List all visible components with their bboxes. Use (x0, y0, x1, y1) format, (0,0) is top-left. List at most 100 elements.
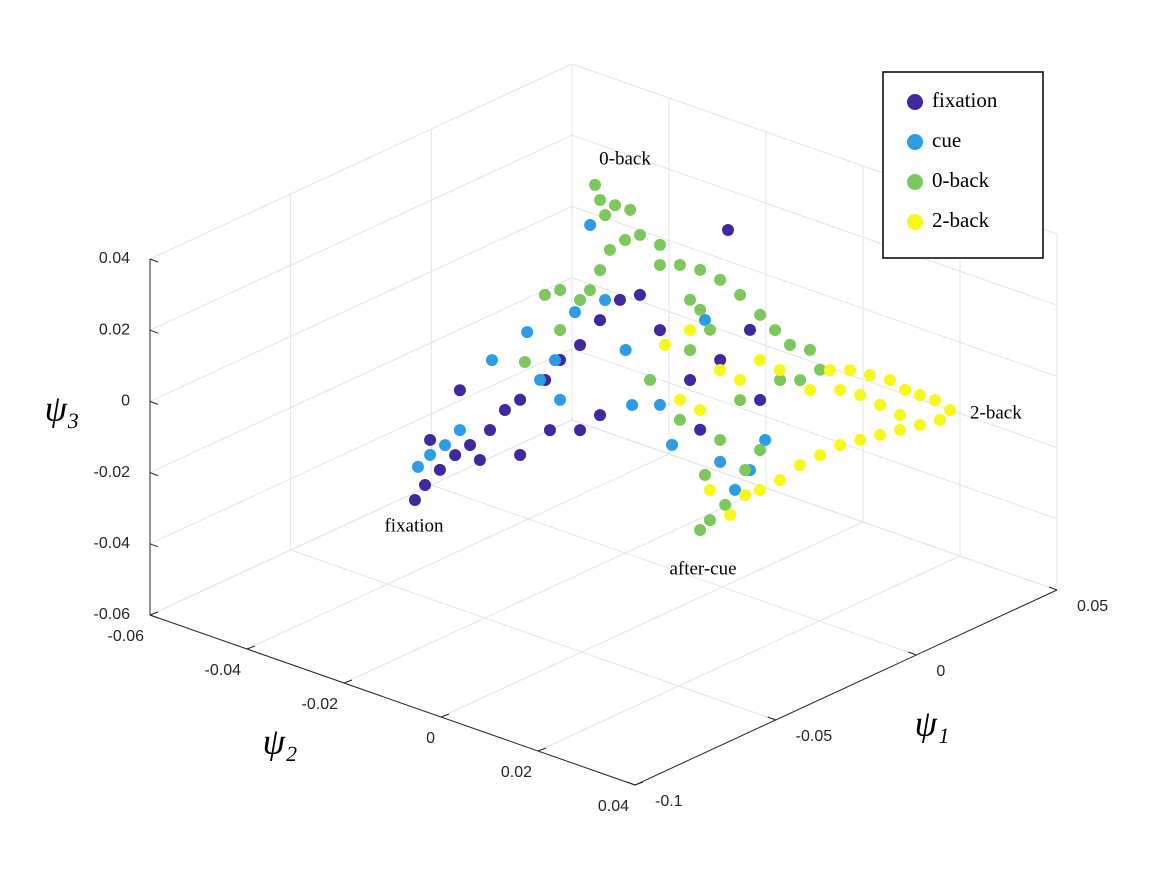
point (683, 324, 696, 337)
z-tick (149, 258, 159, 263)
grid (149, 63, 1058, 786)
point (734, 288, 747, 301)
point (473, 454, 486, 467)
point (944, 403, 957, 416)
annotation: 0-back (599, 148, 651, 169)
point (583, 284, 596, 297)
y-tick (440, 713, 450, 718)
point (554, 283, 567, 296)
labels: ψ₃ ψ₂ ψ₁ 0-back 2-back fixation after-cue (45, 148, 1023, 761)
point (424, 448, 437, 461)
x-tick-label: 0 (936, 663, 945, 680)
point (453, 384, 466, 397)
grid-line (343, 487, 767, 684)
x-tick-label: -0.1 (655, 793, 683, 810)
point (658, 338, 671, 351)
z-tick (149, 614, 159, 619)
point (653, 238, 666, 251)
y-tick (343, 679, 353, 684)
y-tick-label: 0.04 (598, 798, 629, 815)
point (914, 389, 927, 402)
y-tick-label: 0 (426, 730, 435, 747)
z-tick-label: 0 (121, 393, 130, 410)
point (803, 343, 816, 356)
point (603, 243, 616, 256)
point (722, 224, 735, 237)
point (433, 463, 446, 476)
point (769, 324, 782, 337)
point (589, 178, 602, 191)
point (694, 263, 707, 276)
point (619, 234, 632, 247)
point (684, 344, 697, 357)
point (754, 308, 767, 321)
point (804, 383, 817, 396)
grid-line (149, 419, 573, 616)
point (694, 523, 707, 536)
x-axis-line (634, 589, 1058, 786)
grid-line (440, 521, 864, 718)
point (424, 433, 437, 446)
point (484, 424, 497, 437)
z-tick (149, 329, 159, 334)
point (498, 403, 511, 416)
point (624, 203, 637, 216)
point (554, 393, 567, 406)
point (619, 343, 632, 356)
grid-line (149, 134, 573, 331)
x-tick-label: 0.05 (1077, 598, 1108, 615)
point (684, 373, 697, 386)
legend-label: 0-back (932, 168, 990, 192)
point (714, 273, 727, 286)
point (653, 324, 666, 337)
point (568, 306, 581, 319)
point (914, 418, 927, 431)
point (814, 449, 827, 462)
legend-marker (907, 214, 923, 230)
grid-line (149, 277, 573, 474)
point (594, 264, 607, 277)
point (834, 439, 847, 452)
point (773, 364, 786, 377)
point (714, 455, 727, 468)
point (714, 363, 727, 376)
point (934, 413, 947, 426)
point (514, 393, 527, 406)
point (739, 464, 752, 477)
point (464, 438, 477, 451)
x-axis-label: ψ₁ (915, 703, 950, 743)
x-tick (1048, 586, 1058, 591)
point (698, 314, 711, 327)
point (613, 293, 626, 306)
y-tick (634, 781, 644, 786)
point (521, 326, 534, 339)
grid-line (571, 277, 1058, 449)
legend-label: fixation (932, 88, 998, 112)
y-tick (149, 611, 159, 616)
grid-line (571, 134, 1058, 306)
point (854, 433, 867, 446)
point (734, 394, 747, 407)
point (874, 428, 887, 441)
point (714, 354, 727, 367)
grid-line (431, 484, 917, 656)
point (754, 443, 767, 456)
point (584, 218, 597, 231)
point (599, 209, 612, 222)
point (684, 293, 697, 306)
point (894, 408, 907, 421)
point (673, 413, 686, 426)
legend-marker (907, 134, 923, 150)
point (698, 468, 711, 481)
y-tick-label: -0.02 (302, 696, 339, 713)
grid-line (571, 205, 1058, 377)
x-tick (767, 716, 776, 721)
z-tick (149, 472, 159, 477)
point (733, 373, 746, 386)
z-tick-label: 0.02 (99, 321, 130, 338)
point (694, 404, 707, 417)
point (438, 439, 451, 452)
point (694, 303, 707, 316)
point (694, 423, 707, 436)
x-tick (908, 651, 917, 656)
